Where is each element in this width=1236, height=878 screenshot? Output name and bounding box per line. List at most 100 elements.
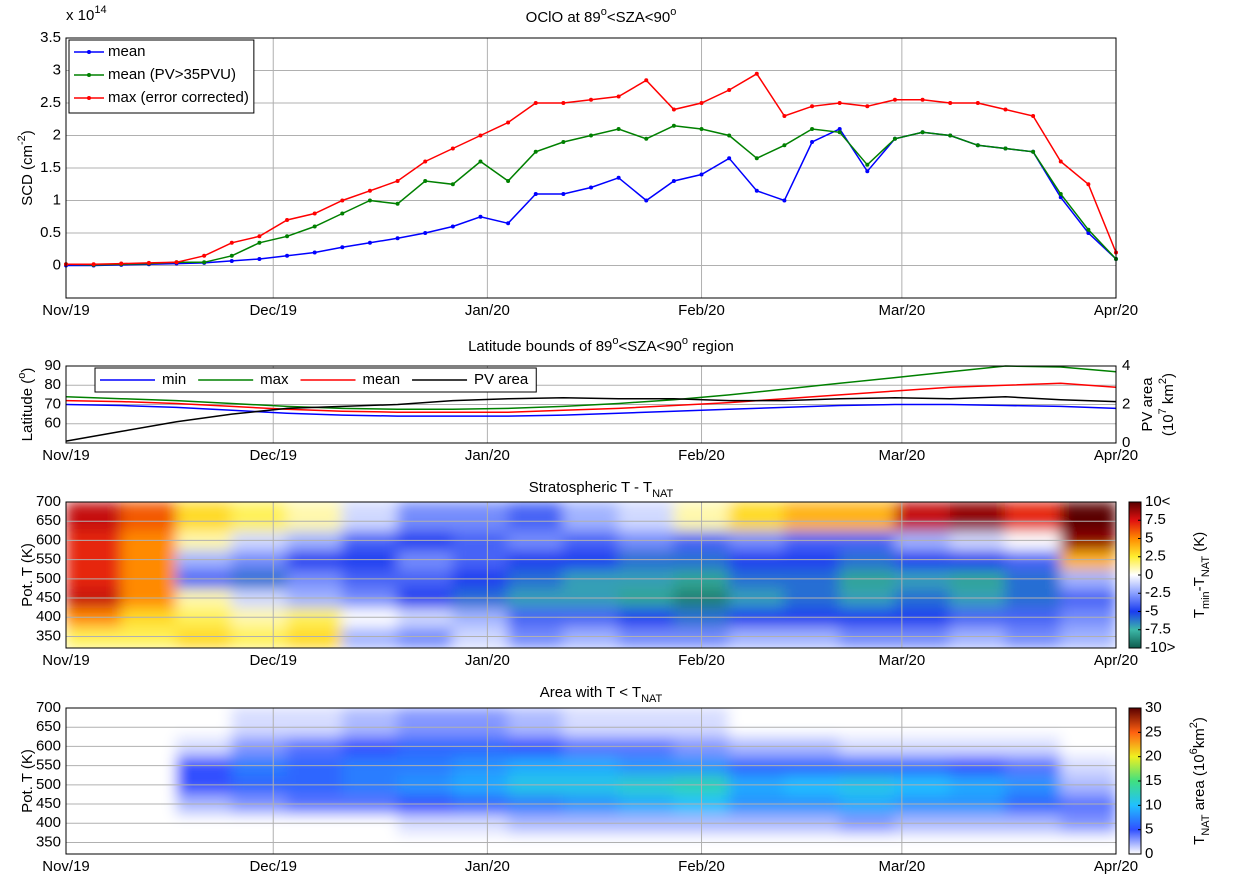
series-marker [478,133,483,138]
y-tick-label: 1.5 [40,159,61,176]
y-tick-label: 2 [53,126,61,143]
heatmap-cell [66,502,122,532]
y-multiplier-sup: 14 [94,4,106,16]
series-marker [257,234,262,239]
heatmap-cell [286,502,343,532]
heatmap-cell [1060,502,1116,532]
colorbar-tick-label: 2.5 [1145,548,1166,565]
series-marker [285,218,290,222]
heatmap-cell [397,832,454,854]
series-marker [699,127,704,131]
chart-title-sup: o [601,6,607,18]
colorbar-tick-label: 30 [1145,699,1162,716]
heatmap-cell [1060,626,1116,648]
heatmap-cell [120,832,178,854]
heatmap-cell [894,832,951,854]
series-marker [948,133,953,138]
y-axis-label: Pot. T (K) [19,543,36,607]
heatmap-cell [783,502,841,532]
heatmap-cell [728,832,785,854]
y-tick-label: 700 [36,699,61,716]
heatmap-cell [176,832,233,854]
series-marker [561,101,566,105]
heatmap-cell [783,708,841,738]
chart-title-part: Latitude bounds of 89 [468,338,612,355]
series-marker [478,159,483,164]
x-tick-label: Jan/20 [465,447,510,464]
series-marker [312,211,317,216]
series-marker [423,231,428,235]
y-tick-label: 70 [44,395,61,412]
colorbar-label-sub: NAT [1200,556,1212,577]
colorbar-label-part: area (10 [1191,754,1208,814]
series-marker [589,97,593,102]
x-tick-label: Apr/20 [1094,447,1138,464]
heatmap-cell [728,502,785,532]
x-tick-label: Feb/20 [678,302,725,319]
colorbar-tick-label: -2.5 [1145,584,1171,601]
y-tick-label: 600 [36,531,61,548]
series-line [65,365,1117,411]
heatmap-cell [1004,832,1062,854]
y-axis-label-part: ) [19,368,36,373]
y-tick-label: 600 [36,737,61,754]
heatmap-cell [66,832,122,854]
series-marker [837,127,842,131]
y-axis-label-part: ) [19,130,36,135]
x-tick-label: Mar/20 [879,447,926,464]
y2-tick-label: 2 [1122,395,1130,412]
y-tick-label: 90 [44,357,61,374]
series-marker [395,179,400,183]
series-marker [975,143,980,148]
series-marker [367,198,372,203]
series-marker [91,262,96,267]
series-marker [754,188,759,193]
legend-label: min [162,371,186,388]
series-line [65,382,1117,413]
colorbar-tick-label: -10> [1145,639,1176,656]
y2-axis-label: (107 km2) [1157,373,1177,436]
colorbar-tick-label: 5 [1145,529,1153,546]
heatmap-cell [949,626,1006,648]
heatmap-cell [231,708,288,738]
legend: mean mean (PV>35PVU) max (error corrected) [68,39,255,114]
y-tick-label: 450 [36,589,61,606]
series-marker [837,130,842,135]
series-marker [589,133,593,138]
series-marker [340,245,345,250]
y-tick-label: 350 [36,833,61,850]
chart-title: Latitude bounds of 89o<SZA<90o region [468,335,734,355]
series-marker [782,114,787,118]
heatmap-cell [176,502,233,532]
series-marker [644,136,649,141]
chart-title-part: <SZA<90 [619,338,682,355]
heatmap-cell [397,708,454,738]
colorbar-label-part: (K) [1191,532,1208,556]
heatmap-cell [231,626,288,648]
series-marker [754,156,759,161]
series-marker [671,123,676,128]
x-tick-label: Apr/20 [1094,302,1138,319]
series-marker [810,127,815,131]
series-marker [865,162,870,167]
y-tick-label: 700 [36,493,61,510]
heatmap-cell [452,708,509,738]
plot-frame [65,501,1117,649]
heatmap-cell [562,626,620,648]
series-marker [395,201,400,206]
series-marker [948,101,953,105]
chart-title-part: OClO at 89 [526,9,601,26]
heatmap-cell [286,626,343,648]
heatmap-cell [231,832,288,854]
y2-axis-label-sup: 7 [1157,408,1169,414]
colorbar-label-sub: NAT [1200,814,1212,835]
colorbar-label-part: ) [1191,717,1208,722]
series-marker [229,253,234,258]
series-marker [727,88,732,92]
heatmap-cell [1060,832,1116,854]
x-tick-label: Mar/20 [879,302,926,319]
legend-label: mean (PV>35PVU) [108,66,236,83]
heatmap-cell [839,502,896,532]
x-tick-label: Dec/19 [249,652,297,669]
legend-label: mean [363,371,401,388]
